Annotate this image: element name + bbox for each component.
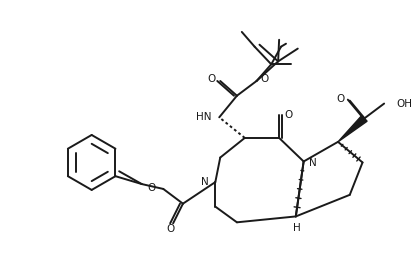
Text: OH: OH	[396, 99, 412, 109]
Text: O: O	[207, 74, 215, 84]
Text: N: N	[201, 177, 208, 187]
Text: O: O	[261, 74, 269, 84]
Text: O: O	[337, 94, 345, 104]
Text: N: N	[309, 158, 316, 168]
Text: HN: HN	[196, 112, 211, 122]
Text: O: O	[285, 110, 293, 120]
Text: O: O	[166, 224, 174, 234]
Polygon shape	[338, 115, 367, 142]
Text: H: H	[293, 223, 300, 233]
Text: O: O	[147, 183, 156, 193]
